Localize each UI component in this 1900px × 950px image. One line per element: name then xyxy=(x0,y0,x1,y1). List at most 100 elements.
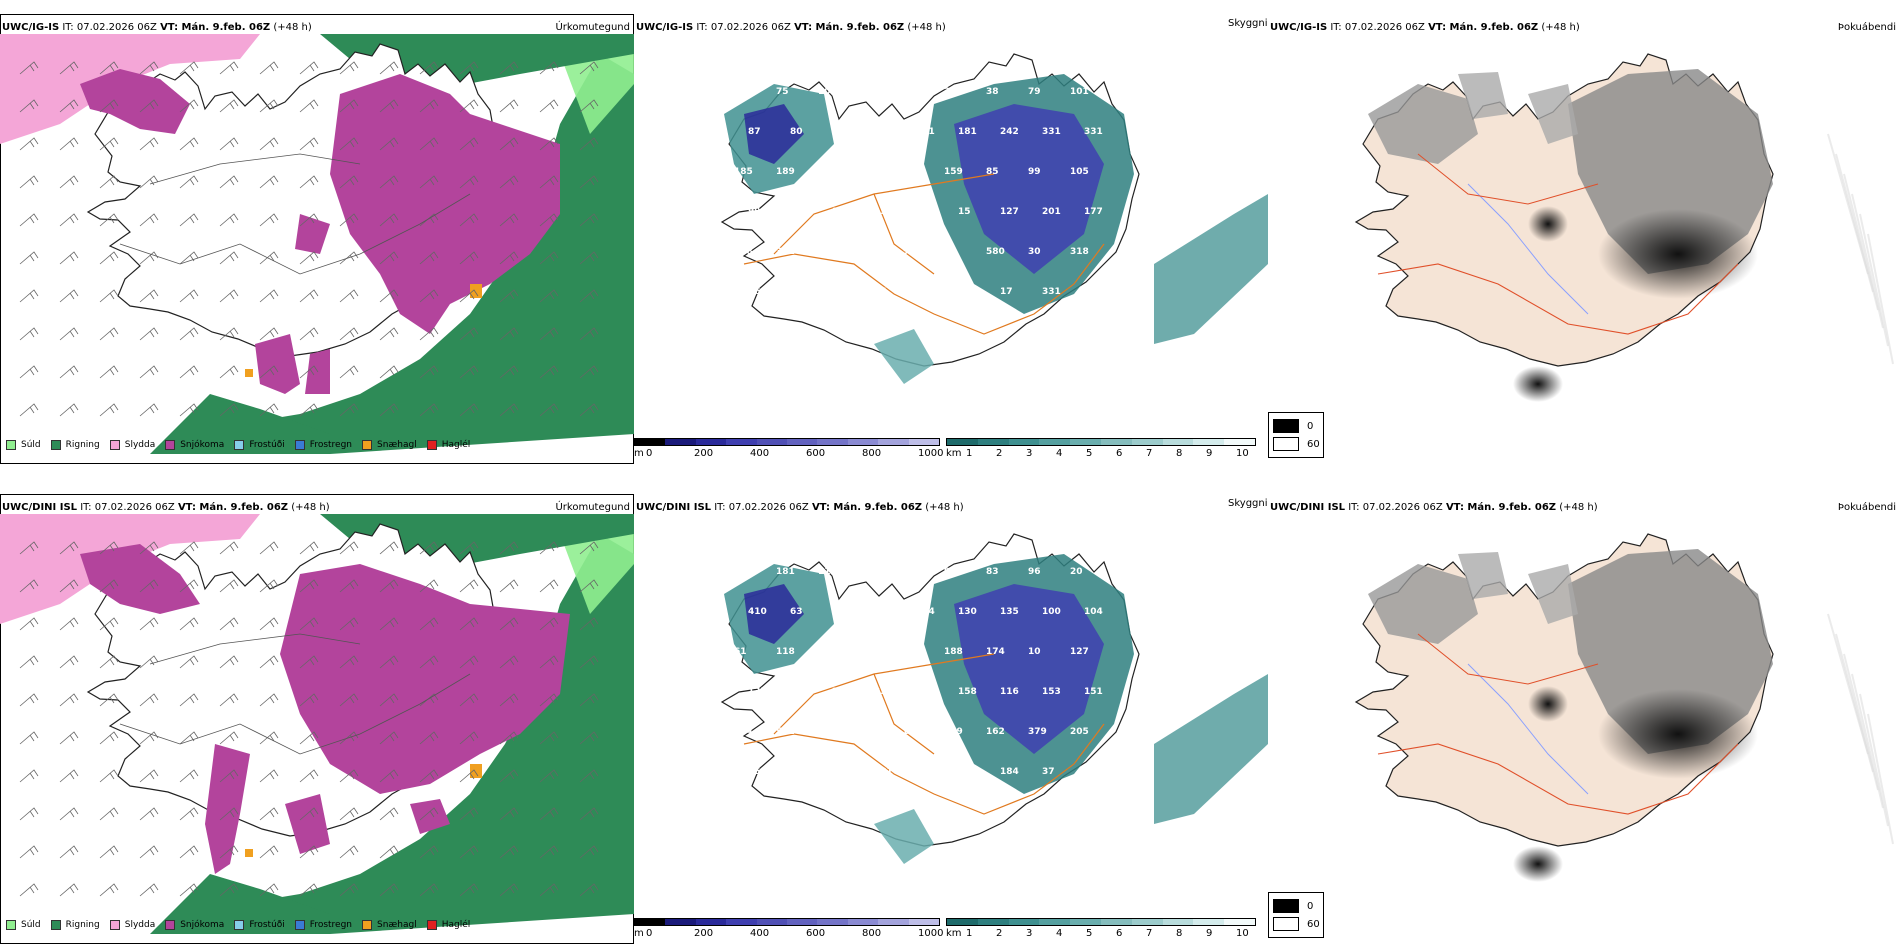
colorbar-meters-ticks: m 0 200 400 600 800 1000 xyxy=(634,928,943,940)
legend-label: Rigning xyxy=(65,440,100,450)
colorbar-segment xyxy=(787,919,818,925)
legend-swatch xyxy=(165,440,176,450)
snow-area xyxy=(80,69,190,134)
visibility-area xyxy=(954,104,1104,274)
precip-legend-item: Haglél xyxy=(426,440,471,450)
colorbar-segment xyxy=(1039,439,1071,445)
colorbar-tick: 8 xyxy=(1176,928,1183,939)
visibility-value-label: 210 xyxy=(790,687,809,697)
visibility-value-labels: 169 181 115 84 165 92 83 96 20 410 63 45 89 114 130 135… xyxy=(734,567,1103,777)
legend-label: Snjókoma xyxy=(180,920,225,930)
precip-legend-item: Snæhagl xyxy=(362,920,417,930)
visibility-value-label: 64 xyxy=(832,127,845,137)
road-line xyxy=(119,193,471,275)
visibility-value-label: 127 xyxy=(1000,207,1019,217)
colorbar-meters-ticks: m 0 200 400 600 800 1000 xyxy=(634,448,943,460)
colorbar-tick: 600 xyxy=(806,928,826,939)
fog-legend: 0 60 xyxy=(1268,892,1324,938)
legend-label: Slydda xyxy=(124,440,156,450)
visibility-value-label: 410 xyxy=(748,607,767,617)
visibility-value-label: 319 xyxy=(944,727,963,737)
visibility-value-label: 189 xyxy=(776,167,795,177)
visibility-value-label: 331 xyxy=(1042,127,1061,137)
colorbar-tick: 2 xyxy=(996,448,1003,459)
colorbar-tick: 400 xyxy=(750,928,770,939)
forecast-offset: (+48 h) xyxy=(925,502,964,513)
legend-swatch xyxy=(234,440,245,450)
visibility-value-label: 188 xyxy=(944,647,963,657)
visibility-value-label: 99 xyxy=(748,207,761,217)
colorbar-tick: 0 xyxy=(646,448,653,459)
colorbar-segment xyxy=(1224,439,1255,445)
legend-swatch xyxy=(6,440,16,450)
legend-swatch xyxy=(362,920,373,930)
snow-area xyxy=(410,799,450,834)
precip-legend: Súld Rigning Slydda Snjókoma Frostúði Frostre… xyxy=(6,440,480,450)
precip-legend-item: Rigning xyxy=(50,920,100,930)
legend-label: Haglél xyxy=(441,440,471,450)
wind-barbs xyxy=(19,541,599,897)
colorbar-segment xyxy=(1070,919,1101,925)
snow-area xyxy=(80,544,200,614)
visibility-value-label: 379 xyxy=(902,247,921,257)
visibility-value-label: 104 xyxy=(958,767,977,777)
road-line xyxy=(119,673,471,755)
fog-shade-area xyxy=(1368,84,1478,164)
snow-hail-area xyxy=(470,764,482,778)
colorbar-unit: km xyxy=(946,928,962,939)
visibility-value-label: 75 xyxy=(776,87,789,97)
snow-area xyxy=(255,334,300,394)
visibility-value-label: 63 xyxy=(790,607,803,617)
colorbar-tick: 800 xyxy=(862,928,882,939)
visibility-value-label: 79 xyxy=(1028,87,1041,97)
colorbar-tick: 10 xyxy=(1236,928,1249,939)
visibility-value-label: 580 xyxy=(986,247,1005,257)
visibility-value-label: 881 xyxy=(874,767,893,777)
visibility-value-label: 83 xyxy=(986,567,999,577)
visibility-value-label: 30 xyxy=(1028,247,1041,257)
colorbar-unit: m xyxy=(634,448,644,459)
visibility-value-label: 177 xyxy=(1084,207,1103,217)
visibility-value-label: 331 xyxy=(1084,127,1103,137)
row1-header-vis: UWC/DINI ISL IT: 07.02.2026 06Z VT: Mán.… xyxy=(636,502,964,514)
colorbar-segment xyxy=(1162,919,1194,925)
visibility-value-label: 8093 xyxy=(790,287,815,297)
model-label: UWC/DINI ISL xyxy=(636,502,712,513)
visibility-value-label: 331 xyxy=(776,247,795,257)
legend-swatch xyxy=(426,440,437,450)
colorbar-tick: 6 xyxy=(1116,448,1123,459)
colorbar-tick: 200 xyxy=(694,448,714,459)
precip-legend-item: Snjókoma xyxy=(165,440,224,450)
visibility-value-label: 558 xyxy=(790,767,809,777)
fog-shade-area xyxy=(1458,552,1508,599)
visibility-value-label: 290 xyxy=(860,647,879,657)
sea-fog-streak xyxy=(1851,193,1884,329)
visibility-value-label: 546 xyxy=(832,767,851,777)
colorbar-tick: 3 xyxy=(1026,928,1033,939)
road-line xyxy=(1377,263,1739,335)
dense-fog-area xyxy=(1598,689,1758,779)
visibility-value-label: 133 xyxy=(818,647,837,657)
visibility-value-label: 158 xyxy=(958,687,977,697)
panel-title-precip: Úrkomutegund xyxy=(555,22,630,33)
colorbar-kilometers xyxy=(946,918,1256,926)
fog-panel-row0: UWC/IG-IS IT: 07.02.2026 06Z VT: Mán. 9.… xyxy=(1268,14,1900,464)
visibility-value-label: 218 xyxy=(790,207,809,217)
colorbar-segment xyxy=(1008,919,1040,925)
fog-panel-row1: UWC/DINI ISL IT: 07.02.2026 06Z VT: Mán.… xyxy=(1268,494,1900,944)
sea-fog-streak xyxy=(1843,653,1879,791)
valid-time: VT: Mán. 9.feb. 06Z xyxy=(1428,22,1539,33)
snow-area xyxy=(295,214,330,254)
colorbar-tick: 2 xyxy=(996,928,1003,939)
model-label: UWC/DINI ISL xyxy=(1270,502,1346,513)
row0-header-fog: UWC/IG-IS IT: 07.02.2026 06Z VT: Mán. 9.… xyxy=(1270,22,1580,34)
visibility-area xyxy=(954,584,1104,754)
visibility-value-label: 127 xyxy=(1070,647,1089,657)
visibility-area xyxy=(874,329,934,384)
colorbar-segment xyxy=(1193,919,1225,925)
model-label: UWC/DINI ISL xyxy=(2,502,78,513)
init-time: IT: 07.02.2026 06Z xyxy=(80,502,175,513)
visibility-value-label: 20 xyxy=(944,87,957,97)
sea-fog-streak xyxy=(1867,713,1894,845)
fog-legend-label: 60 xyxy=(1307,918,1320,930)
